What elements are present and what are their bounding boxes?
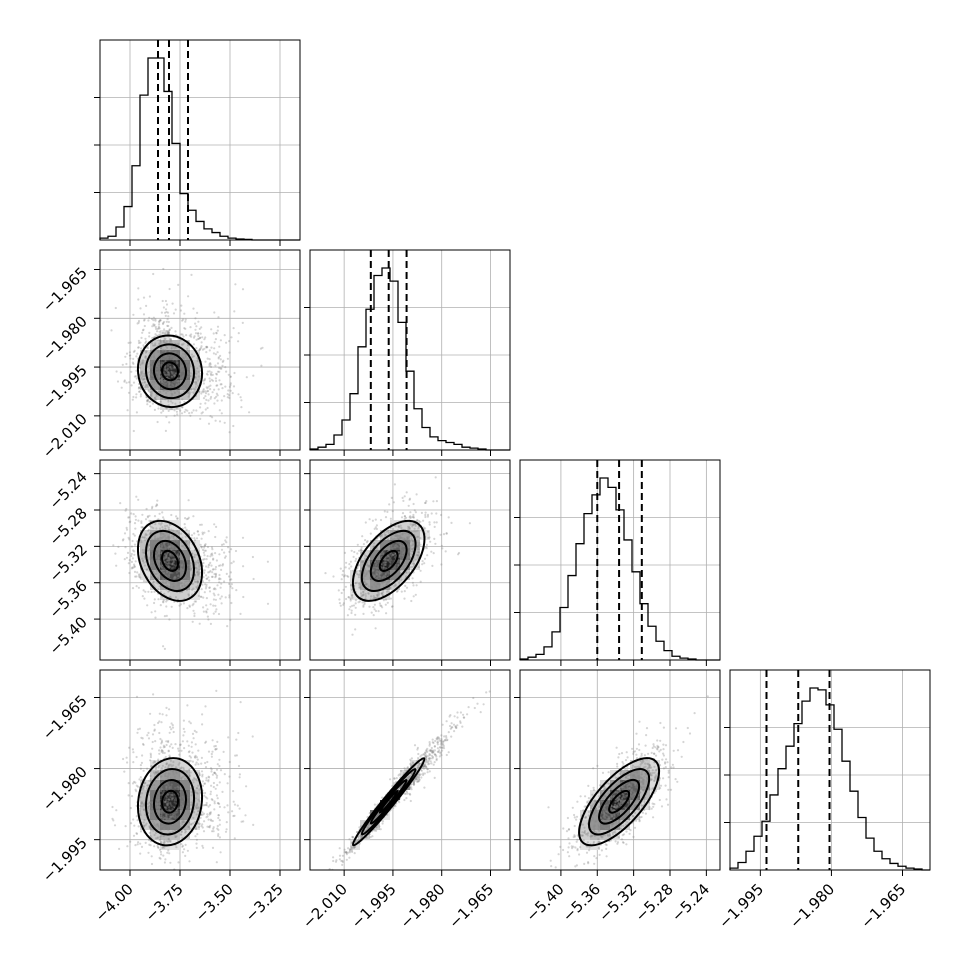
x-tick-label: −5.36 (559, 880, 604, 925)
x-tick-label: −2.010 (299, 880, 351, 932)
histogram-step-3 (729, 687, 930, 871)
histogram-step-2 (519, 477, 720, 661)
contour-2-1-3 (351, 519, 426, 602)
x-tick-label: −5.28 (632, 880, 677, 925)
contour-3-1-0 (378, 789, 399, 814)
contour-2-1-2 (360, 529, 417, 592)
x-tick-label: −3.50 (192, 880, 237, 925)
panel-frame-2-0 (99, 459, 301, 661)
contour-3-0-3 (137, 757, 203, 847)
x-tick-label: −1.965 (857, 880, 909, 932)
contour-1-0-3 (136, 334, 204, 409)
panel-frame-3-2 (519, 669, 721, 871)
contour-3-1-3 (351, 757, 426, 847)
panel-frame-3-0 (99, 669, 301, 871)
x-tick-label: −1.965 (445, 880, 497, 932)
y-tick-label: −1.965 (39, 264, 91, 316)
x-tick-label: −5.32 (595, 880, 640, 925)
panel-frame-2-1 (309, 459, 511, 661)
panel-frame-1-0 (99, 249, 301, 451)
y-tick-label: −5.32 (46, 540, 91, 585)
contour-3-2-0 (608, 789, 631, 814)
contour-1-0-1 (153, 352, 187, 391)
y-tick-label: −5.24 (46, 468, 91, 513)
contour-2-1-0 (378, 549, 399, 572)
contour-2-0-3 (137, 519, 203, 602)
contour-1-0-0 (161, 361, 179, 382)
x-tick-label: −5.24 (668, 880, 713, 925)
x-tick-label: −1.995 (348, 880, 400, 932)
y-tick-label: −2.010 (39, 410, 91, 462)
panel-frame-2-2 (519, 459, 721, 661)
contour-3-0-1 (153, 778, 187, 825)
scatter-points-3-2 (547, 695, 709, 870)
y-tick-label: −1.980 (39, 312, 91, 364)
contour-1-0-2 (144, 343, 196, 400)
contour-2-0-2 (145, 529, 195, 592)
x-tick-label: −5.40 (523, 880, 568, 925)
x-tick-label: −3.25 (242, 880, 287, 925)
contour-3-0-0 (161, 789, 179, 814)
y-tick-label: −5.36 (46, 577, 91, 622)
y-tick-label: −1.965 (39, 692, 91, 744)
y-tick-label: −5.40 (46, 613, 91, 658)
panel-frame-3-1 (309, 669, 511, 871)
contour-3-2-3 (578, 757, 661, 847)
contour-3-0-2 (145, 768, 195, 836)
histogram-step-1 (309, 267, 510, 451)
x-tick-label: −1.995 (715, 880, 767, 932)
x-tick-label: −4.00 (92, 880, 137, 925)
contour-2-0-0 (161, 549, 179, 572)
panel-frame-3-3 (729, 669, 931, 871)
x-tick-label: −1.980 (397, 880, 449, 932)
panel-frame-1-1 (309, 249, 511, 451)
contour-2-1-1 (369, 539, 408, 582)
y-tick-label: −5.28 (46, 504, 91, 549)
panel-frame-0-0 (99, 39, 301, 241)
contour-3-1-2 (360, 768, 417, 836)
y-tick-label: −1.980 (39, 763, 91, 815)
contour-2-0-1 (153, 539, 187, 582)
x-tick-label: −3.75 (142, 880, 187, 925)
contour-3-1-1 (369, 778, 408, 825)
contour-3-2-2 (588, 768, 651, 836)
y-tick-label: −1.995 (39, 361, 91, 413)
contour-3-2-1 (598, 778, 641, 825)
y-tick-label: −1.995 (39, 834, 91, 886)
x-tick-label: −1.980 (786, 880, 838, 932)
